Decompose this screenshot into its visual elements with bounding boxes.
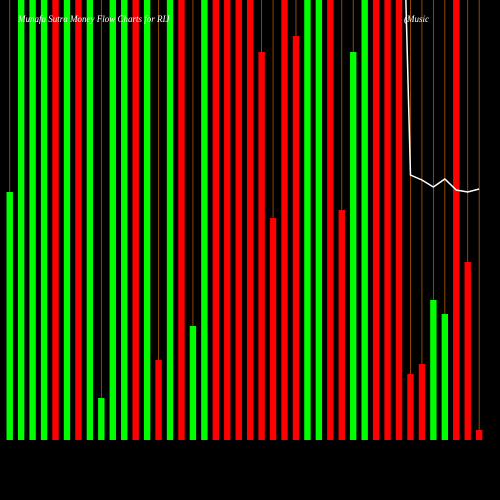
bar xyxy=(464,262,471,440)
bar xyxy=(109,0,116,440)
chart-subtitle: (Music xyxy=(404,14,429,24)
bar xyxy=(132,0,139,440)
chart-title: Munafa Sutra Money Flow Charts for RIJ xyxy=(17,14,170,24)
bar xyxy=(212,0,220,440)
bar xyxy=(350,52,357,440)
bar xyxy=(453,0,460,440)
bar xyxy=(189,326,197,440)
bar xyxy=(258,52,265,440)
bar xyxy=(407,374,414,440)
bar xyxy=(75,0,82,440)
bar xyxy=(338,210,345,440)
bar xyxy=(281,0,288,440)
bar xyxy=(475,430,483,440)
bar xyxy=(178,0,185,440)
bar xyxy=(269,218,277,440)
bar xyxy=(441,314,449,440)
bar xyxy=(155,360,162,440)
bar xyxy=(201,0,208,440)
bar xyxy=(17,0,25,440)
bar xyxy=(235,0,242,440)
bar xyxy=(166,0,174,440)
bar xyxy=(315,0,323,440)
bar xyxy=(395,0,403,440)
bar xyxy=(40,0,48,440)
bar xyxy=(372,0,380,440)
bar xyxy=(121,0,128,440)
bar xyxy=(246,0,254,440)
bar xyxy=(63,0,71,440)
bar xyxy=(52,0,59,440)
bar xyxy=(430,300,437,440)
bar xyxy=(384,0,391,440)
bar xyxy=(292,36,300,440)
bar xyxy=(143,0,151,440)
bar xyxy=(361,0,368,440)
bar xyxy=(29,0,36,440)
bar xyxy=(224,0,231,440)
bar xyxy=(327,0,334,440)
bar xyxy=(86,0,94,440)
bar xyxy=(418,364,426,440)
bar xyxy=(6,192,13,440)
bar xyxy=(304,0,311,440)
bar xyxy=(98,398,105,440)
